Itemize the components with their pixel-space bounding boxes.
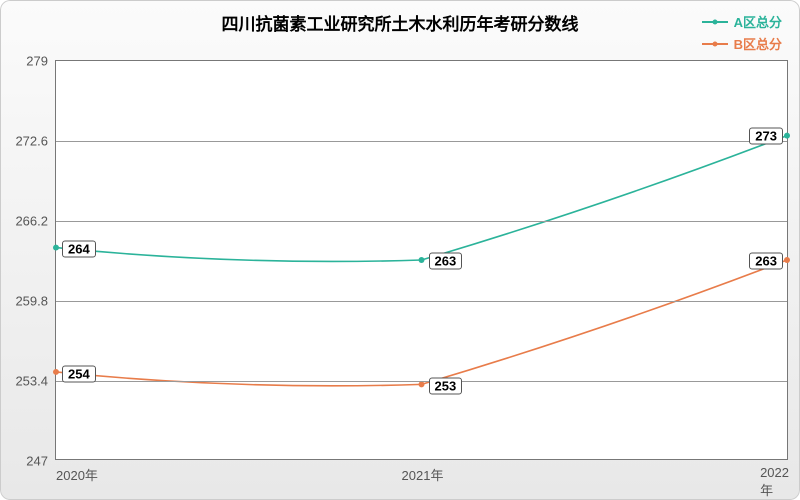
y-tick-label: 247 xyxy=(26,454,56,469)
chart-title: 四川抗菌素工业研究所土木水利历年考研分数线 xyxy=(0,10,800,35)
marker-icon xyxy=(784,133,790,139)
marker-icon xyxy=(419,381,425,387)
x-tick-label: 2022年 xyxy=(760,459,789,499)
legend-swatch-a xyxy=(702,21,728,23)
marker-icon xyxy=(419,257,425,263)
data-label: 253 xyxy=(429,378,463,395)
chart-container: 四川抗菌素工业研究所土木水利历年考研分数线 A区总分 B区总分 247253.4… xyxy=(0,0,800,500)
legend-label-a: A区总分 xyxy=(734,12,782,31)
plot-area: 247253.4259.8266.2272.62792020年2021年2022… xyxy=(55,60,788,460)
grid-line xyxy=(56,141,787,142)
chart-svg xyxy=(56,61,787,459)
y-tick-label: 279 xyxy=(26,54,56,69)
marker-icon xyxy=(53,245,59,251)
grid-line xyxy=(56,381,787,382)
series-line xyxy=(56,136,787,262)
grid-line xyxy=(56,221,787,222)
x-tick-label: 2021年 xyxy=(402,459,444,484)
legend: A区总分 B区总分 xyxy=(702,12,782,53)
series-line xyxy=(56,260,787,386)
legend-item-a: A区总分 xyxy=(702,12,782,31)
data-label: 264 xyxy=(62,240,96,257)
y-tick-label: 253.4 xyxy=(15,374,56,389)
marker-icon xyxy=(784,257,790,263)
grid-line xyxy=(56,301,787,302)
data-label: 263 xyxy=(429,253,463,270)
legend-swatch-b xyxy=(702,43,728,45)
data-label: 273 xyxy=(749,128,783,145)
data-label: 254 xyxy=(62,365,96,382)
data-label: 263 xyxy=(749,253,783,270)
y-tick-label: 259.8 xyxy=(15,294,56,309)
y-tick-label: 272.6 xyxy=(15,134,56,149)
x-tick-label: 2020年 xyxy=(56,459,98,484)
legend-item-b: B区总分 xyxy=(702,34,782,53)
y-tick-label: 266.2 xyxy=(15,214,56,229)
legend-label-b: B区总分 xyxy=(734,34,782,53)
